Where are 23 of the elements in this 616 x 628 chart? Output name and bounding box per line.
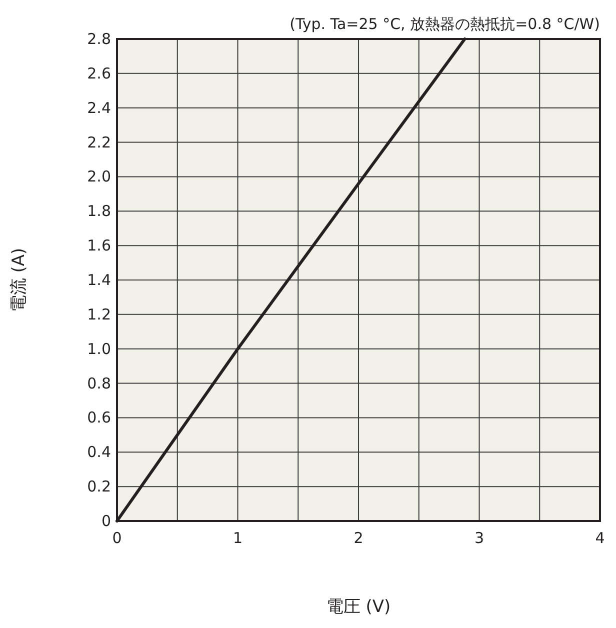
x-tick-label: 1 [232, 529, 243, 547]
x-tick-label: 4 [595, 529, 605, 547]
y-tick-label: 1.2 [87, 305, 111, 324]
x-tick-label: 3 [474, 529, 484, 547]
x-tick-label: 0 [112, 529, 122, 547]
y-tick-label: 2.4 [87, 98, 111, 117]
y-tick-label: 2.0 [87, 168, 111, 186]
y-tick-label: 1.8 [87, 202, 111, 220]
y-tick-label: 0.2 [87, 478, 111, 496]
x-axis-title: 電圧 (V) [326, 597, 391, 617]
y-tick-label: 0.8 [87, 374, 111, 392]
y-tick-label: 0 [101, 512, 111, 530]
y-tick-label: 0.6 [87, 408, 111, 427]
y-tick-label: 0.4 [87, 443, 111, 462]
y-tick-label: 2.2 [87, 133, 111, 152]
y-tick-label: 2.6 [87, 64, 111, 82]
y-axis-title: 電流 (A) [9, 248, 29, 312]
y-tick-label: 1.6 [87, 236, 111, 255]
y-tick-label: 2.8 [87, 30, 111, 48]
x-tick-label: 2 [354, 529, 364, 547]
chart-title: (Typ. Ta=25 °C, 放熱器の熱抵抗=0.8 °C/W) [290, 15, 600, 33]
y-tick-label: 1.0 [87, 340, 111, 358]
y-tick-label: 1.4 [87, 271, 111, 289]
